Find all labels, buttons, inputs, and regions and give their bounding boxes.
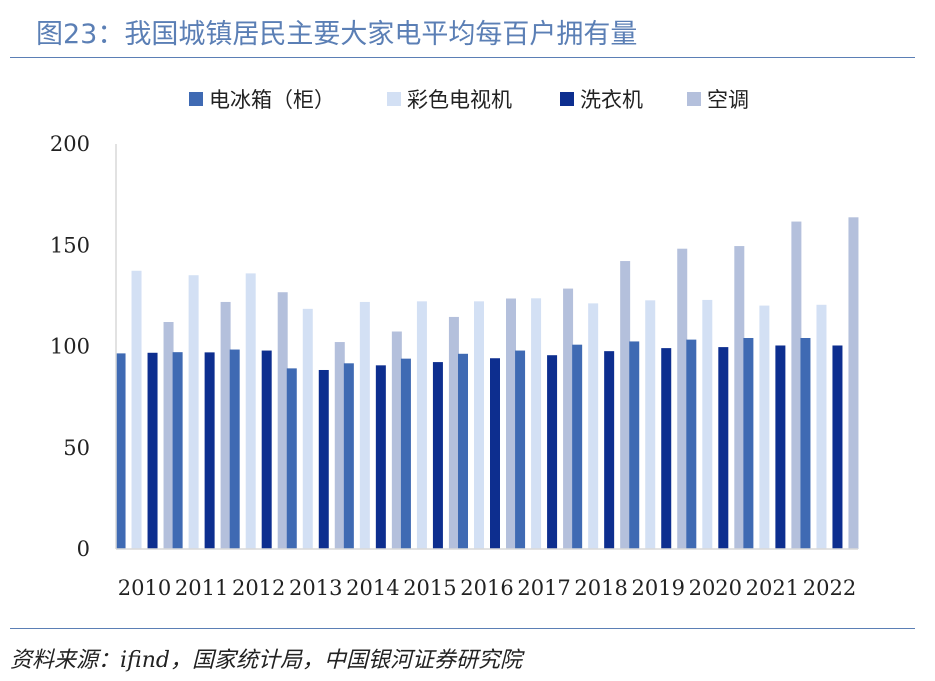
bar [515,350,526,549]
bar [661,348,672,549]
x-tick-label: 2018 [574,576,627,600]
bar [848,217,859,549]
y-tick-label: 150 [50,233,90,257]
bar [506,298,516,549]
bar [458,353,468,549]
x-tick-label: 2017 [517,576,570,600]
bar [474,301,484,549]
bar [188,275,199,549]
legend-label: 洗衣机 [580,88,643,112]
bar [718,347,729,549]
legend-swatch [687,92,701,106]
x-tick-label: 2019 [632,576,685,600]
x-tick-label: 2013 [289,576,342,600]
x-tick-label: 2016 [460,576,513,600]
bar [547,355,558,549]
bar [391,331,402,549]
bar [277,292,288,549]
bar [686,339,697,549]
bar [343,363,354,549]
bar [816,304,827,549]
bar [604,351,615,549]
x-axis-ticks: 2010 2011 2012 2013 2014 2015 2016 2017 2018 2019… [118,576,856,600]
bar [286,368,297,549]
y-tick-label: 200 [50,132,90,156]
bar [743,337,754,549]
bar [432,362,443,549]
y-tick-label: 100 [50,335,90,359]
bar [375,365,386,549]
bar [147,352,158,549]
bar [359,301,370,549]
bar [229,349,240,549]
x-tick-label: 2021 [746,576,799,600]
chart-bars [115,217,859,549]
y-axis-ticks: 0 50 100 150 200 [50,132,90,561]
bar [318,369,329,549]
x-tick-label: 2015 [403,576,456,600]
x-tick-label: 2020 [689,576,742,600]
bar [588,303,599,549]
y-tick-label: 0 [77,537,90,561]
bar [131,270,142,549]
legend-label: 空调 [707,88,749,112]
bar [220,301,231,549]
x-tick-label: 2014 [346,576,399,600]
bar [448,316,459,549]
bar [775,345,786,549]
bar [115,353,126,549]
legend-swatch [387,92,401,106]
bar [620,261,631,549]
x-tick-label: 2010 [118,576,171,600]
bar [759,305,770,549]
legend-label: 彩色电视机 [407,88,512,112]
bar [245,273,256,549]
figure-title: 图23：我国城镇居民主要大家电平均每百户拥有量 [36,19,638,50]
source-divider [10,628,915,629]
bar [572,344,583,549]
bar [645,300,656,549]
chart-legend: 电冰箱（柜） 彩色电视机 洗衣机 空调 [189,88,749,112]
bar [261,350,272,549]
bar [204,352,215,549]
bar [734,246,745,549]
legend-swatch [560,92,574,106]
bar [702,299,713,549]
bar [334,342,345,549]
bar [490,358,500,549]
bar [677,248,688,549]
x-tick-label: 2012 [232,576,285,600]
x-tick-label: 2022 [803,576,856,600]
bar [302,308,313,549]
bar [832,345,843,549]
source-note: 资料来源：ifind，国家统计局，中国银河证券研究院 [10,648,522,673]
bar [800,337,811,549]
bar [163,321,174,549]
bar [629,341,640,549]
legend-label: 电冰箱（柜） [209,88,335,112]
legend-swatch [189,92,203,106]
bar [400,358,411,549]
bar [172,352,183,549]
bar [416,301,427,549]
bar [531,298,542,549]
x-tick-label: 2011 [175,576,228,600]
y-tick-label: 50 [63,436,90,460]
bar [791,221,802,549]
title-divider [10,57,915,58]
bar [563,288,574,549]
